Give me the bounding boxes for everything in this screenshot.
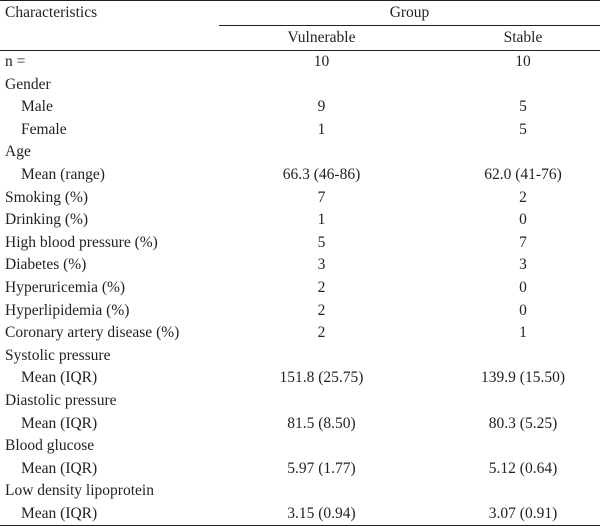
header-row-columns: Vulnerable Stable [0,25,600,51]
table-row: Male 9 5 [0,96,600,119]
stable-value: 5 [519,120,527,138]
stable-value: 62.0 (41-76) [484,165,562,183]
table-row: Smoking (%) 7 2 [0,187,600,210]
row-label: Drinking (%) [5,211,89,229]
vulnerable-value [219,141,430,164]
group-header: Group [219,0,600,26]
stable-value: 0 [519,278,527,296]
row-label: n = [5,53,26,70]
row-label: Age [5,143,31,161]
table-row: Diabetes (%) 3 3 [0,254,600,277]
vulnerable-value: 2 [317,278,326,296]
stable-value [430,480,600,503]
row-label: Mean (IQR) [21,369,98,387]
stable-value: 0 [519,301,527,319]
table-row: Systolic pressure [0,345,600,368]
stable-value: 10 [515,53,531,70]
row-label: Hyperlipidemia (%) [5,301,130,319]
header-spacer [0,25,219,51]
table-row: Female 1 5 [0,119,600,142]
table-row: Low density lipoprotein [0,480,600,503]
stable-value: 0 [519,211,527,229]
stable-value: 3 [519,256,527,274]
vulnerable-value: 1 [317,211,326,229]
vulnerable-value [219,390,430,413]
table-row: Coronary artery disease (%) 2 1 [0,322,600,345]
table-row: Mean (IQR) 5.97 (1.77) 5.12 (0.64) [0,458,600,481]
table-row: High blood pressure (%) 5 7 [0,232,600,255]
vulnerable-value [219,74,430,97]
vulnerable-value: 9 [317,98,326,116]
stable-value [430,74,600,97]
table-row: Mean (IQR) 151.8 (25.75) 139.9 (15.50) [0,367,600,390]
stable-value [430,390,600,413]
table-row: Gender [0,74,600,97]
table-row: Drinking (%) 1 0 [0,209,600,232]
row-label: High blood pressure (%) [5,233,158,251]
row-label: Smoking (%) [5,188,89,206]
row-label: Mean (IQR) [21,459,98,477]
stable-value [430,141,600,164]
stable-value: 1 [519,324,527,342]
row-label: Mean (IQR) [0,502,219,526]
stable-value: 7 [519,233,527,251]
vulnerable-header: Vulnerable [219,25,430,51]
table-row: Blood glucose [0,435,600,458]
vulnerable-value: 3 [317,256,326,274]
table-row: Mean (IQR) 81.5 (8.50) 80.3 (5.25) [0,413,600,436]
row-label: Systolic pressure [5,346,111,364]
characteristics-header: Characteristics [0,0,219,26]
table-body: n = 10 10 Gender Male 9 5 Female 1 5 Age Mean (rang… [0,51,600,526]
row-label: Male [21,98,53,116]
stable-value: 3.07 (0.91) [430,502,600,526]
vulnerable-value: 5 [317,233,326,251]
stable-value: 2 [519,188,527,206]
table-row: Mean (range) 66.3 (46-86) 62.0 (41-76) [0,164,600,187]
row-label: Blood glucose [5,437,95,455]
table-row: Mean (IQR) 3.15 (0.94) 3.07 (0.91) [0,502,600,526]
row-label: Diastolic pressure [5,391,117,409]
row-label: Female [21,120,67,138]
table-row: Diastolic pressure [0,390,600,413]
row-label: Coronary artery disease (%) [5,324,180,342]
stable-header: Stable [430,25,600,51]
vulnerable-value [219,435,430,458]
stable-value: 139.9 (15.50) [481,369,565,387]
vulnerable-value: 2 [317,301,326,319]
vulnerable-value [219,345,430,368]
table-row: n = 10 10 [0,51,600,74]
vulnerable-value: 1 [317,120,326,138]
table-header: Characteristics Group Vulnerable Stable [0,0,600,51]
vulnerable-value: 66.3 (46-86) [282,165,361,183]
table-row: Hyperlipidemia (%) 2 0 [0,300,600,323]
row-label: Mean (IQR) [21,414,98,432]
table-row: Age [0,141,600,164]
row-label: Mean (range) [21,165,105,183]
vulnerable-value [219,480,430,503]
stable-value: 80.3 (5.25) [488,414,558,432]
stable-value: 5.12 (0.64) [488,459,558,477]
row-label: Low density lipoprotein [5,482,154,500]
vulnerable-value: 5.97 (1.77) [287,459,356,477]
header-row-group: Characteristics Group [0,0,600,26]
stable-value: 5 [519,98,527,116]
row-label: Hyperuricemia (%) [5,278,126,296]
table-row: Hyperuricemia (%) 2 0 [0,277,600,300]
stable-value [430,435,600,458]
stable-value [430,345,600,368]
vulnerable-value: 151.8 (25.75) [279,369,364,387]
vulnerable-value: 10 [313,53,330,70]
row-label: Gender [5,75,51,93]
vulnerable-value: 7 [317,188,326,206]
vulnerable-value: 81.5 (8.50) [287,414,356,432]
row-label: Diabetes (%) [5,256,87,274]
vulnerable-value: 2 [317,324,326,342]
